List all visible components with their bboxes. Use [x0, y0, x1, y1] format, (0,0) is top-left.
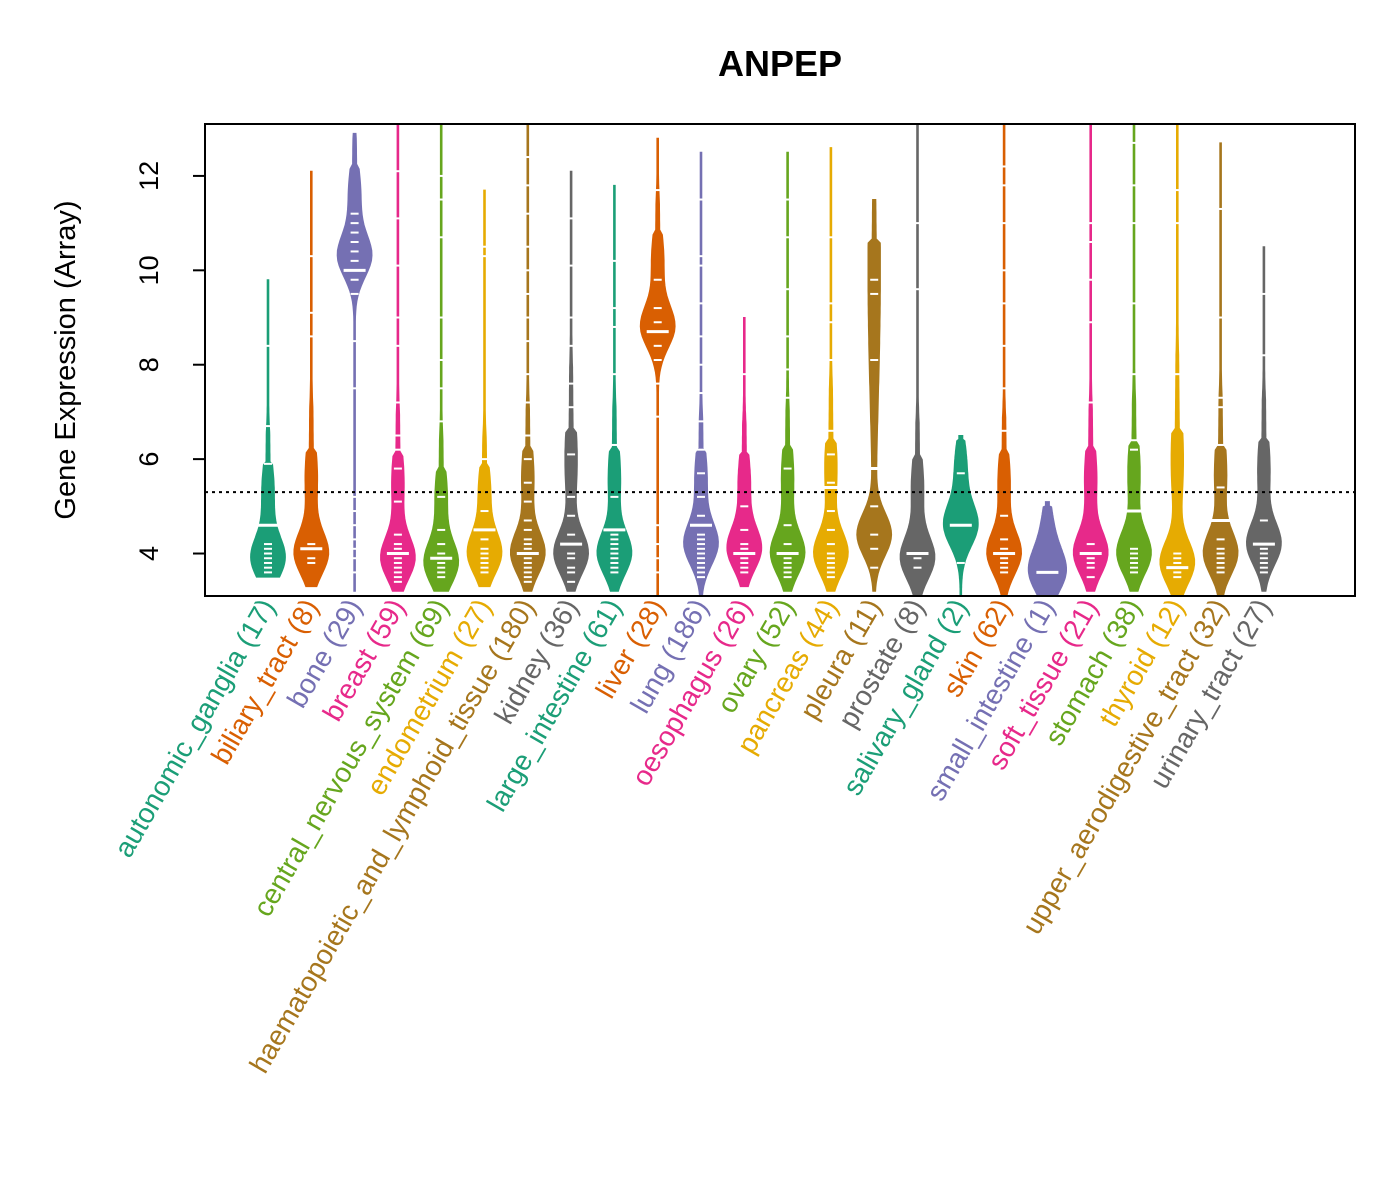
- violin-liver: [639, 137, 676, 597]
- violin-body: [423, 123, 460, 592]
- violin-body: [899, 123, 936, 597]
- violin-biliary_tract: [293, 170, 330, 588]
- violin-small_intestine: [1027, 501, 1067, 597]
- violin-body: [812, 147, 849, 592]
- violin-body: [639, 137, 676, 597]
- violin-bone: [336, 132, 373, 592]
- violin-upper_aerodigestive_tract: [1202, 142, 1239, 597]
- violin-pleura: [856, 199, 893, 592]
- violin-body: [683, 151, 719, 597]
- violin-body: [1202, 142, 1239, 597]
- violin-large_intestine: [596, 184, 633, 592]
- x-axis-labels: autonomic_ganglia (17)biliary_tract (8)b…: [108, 594, 1277, 1079]
- chart-title: ANPEP: [718, 43, 842, 84]
- y-tick-label: 6: [134, 452, 164, 467]
- violin-soft_tissue: [1072, 123, 1109, 592]
- violin-oesophagus: [726, 317, 763, 588]
- y-tick-label: 12: [134, 161, 164, 191]
- y-axis-label: Gene Expression (Array): [50, 200, 82, 519]
- y-tick-label: 4: [134, 546, 164, 561]
- violin-body: [1027, 501, 1067, 597]
- violin-body: [769, 151, 806, 592]
- violin-urinary_tract: [1245, 246, 1282, 592]
- violin-breast: [380, 123, 416, 592]
- violin-body: [986, 123, 1023, 597]
- violin-pancreas: [812, 147, 849, 592]
- y-axis: 4 6 8 10 12: [134, 161, 206, 561]
- violin-body: [380, 123, 416, 592]
- violin-body: [336, 132, 373, 592]
- violin-thyroid: [1159, 123, 1196, 597]
- y-tick-label: 10: [134, 255, 164, 285]
- violin-ovary: [769, 151, 806, 592]
- violin-endometrium: [466, 189, 503, 588]
- violin-body: [1245, 246, 1282, 592]
- violin-central_nervous_system: [423, 123, 460, 592]
- violin-body: [1116, 123, 1152, 592]
- y-tick-label: 8: [134, 357, 164, 372]
- violin-salivary_gland: [942, 435, 979, 597]
- violin-autonomic_ganglia: [250, 279, 286, 578]
- violin-haematopoietic_and_lymphoid_tissue: [510, 123, 546, 592]
- violin-body: [466, 189, 503, 588]
- violin-prostate: [899, 123, 936, 597]
- violin-body: [1159, 123, 1196, 597]
- violin-stomach: [1116, 123, 1152, 592]
- violin-body: [1072, 123, 1109, 592]
- violin-body: [293, 170, 330, 588]
- violin-body: [553, 170, 590, 592]
- violin-body: [726, 317, 763, 588]
- violin-kidney: [553, 170, 590, 592]
- violin-body: [856, 199, 893, 592]
- violin-skin: [986, 123, 1023, 597]
- violin-body: [942, 435, 979, 597]
- violin-group: [250, 123, 1282, 597]
- violin-body: [596, 184, 633, 592]
- violin-body: [250, 279, 286, 578]
- violin-lung: [683, 151, 719, 597]
